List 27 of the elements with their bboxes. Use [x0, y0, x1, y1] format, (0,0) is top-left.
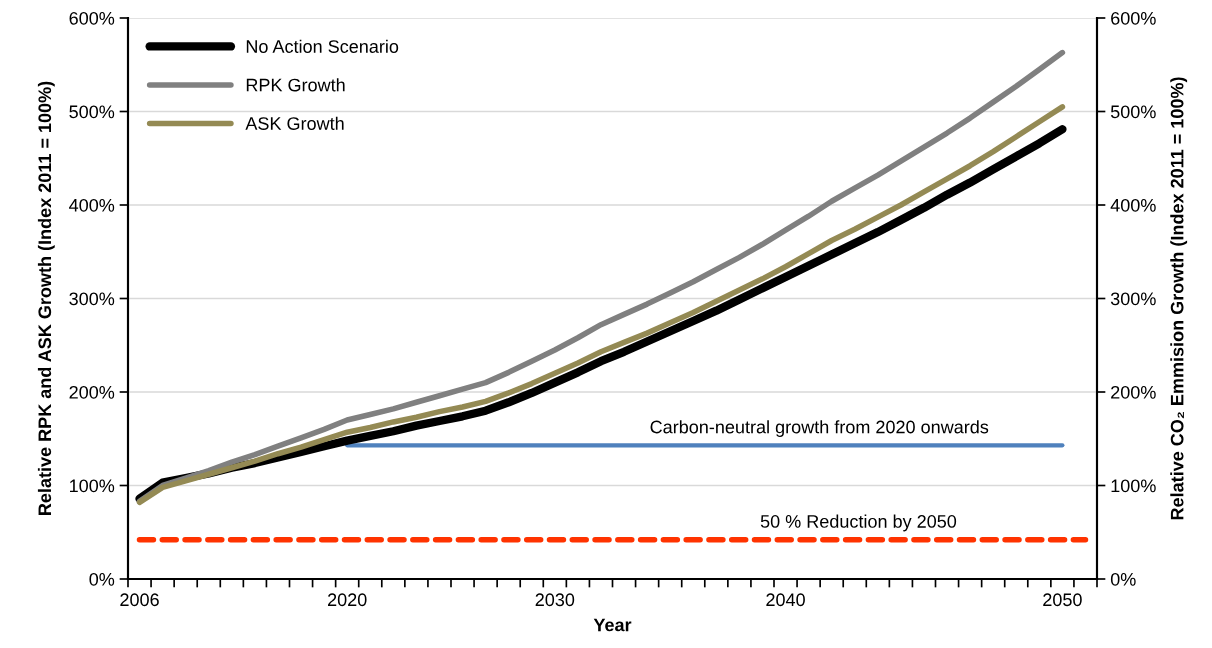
legend-label: RPK Growth — [246, 78, 345, 92]
y2-tick-label: 200% — [1111, 385, 1156, 399]
y2-tick-label: 500% — [1110, 105, 1156, 119]
legend-label: No Action Scenario — [246, 39, 399, 53]
y-tick-label: 400% — [69, 198, 115, 212]
x-tick-label: 2030 — [535, 593, 575, 607]
y2-tick-label: 600% — [1111, 11, 1156, 25]
y-tick-label: 0% — [89, 572, 115, 586]
y-tick-label: 300% — [69, 292, 115, 306]
y2-tick-label: 0% — [1110, 572, 1136, 586]
x-tick-label: 2006 — [120, 593, 159, 607]
y-tick-label: 100% — [70, 479, 115, 493]
y2-tick-label: 100% — [1111, 479, 1156, 493]
annotation: 50 % Reduction by 2050 — [760, 514, 957, 532]
y2-tick-label: 300% — [1110, 292, 1156, 306]
x-tick-label: 2050 — [1043, 593, 1082, 607]
y-axis-title: Relative RPK and ASK Growth (Index 2011 = 100%) — [37, 81, 55, 515]
x-axis-title: Year — [593, 618, 632, 632]
x-tick-label: 2040 — [766, 593, 805, 607]
annotation: Carbon-neutral growth from 2020 onwards — [650, 420, 989, 437]
x-tick-label: 2020 — [328, 593, 367, 607]
y2-axis-title: Relative CO₂ Emmision Growth (Index 2011 = 100%) — [1170, 77, 1188, 520]
legend-label: ASK Growth — [245, 116, 344, 130]
y-tick-label: 600% — [69, 11, 115, 25]
y-tick-label: 500% — [69, 105, 115, 119]
y-tick-label: 200% — [69, 385, 115, 399]
y2-tick-label: 400% — [1110, 198, 1156, 212]
